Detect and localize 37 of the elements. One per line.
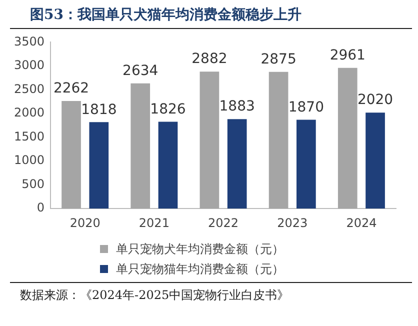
y-tick-label: 3500 [14, 34, 45, 48]
data-label: 2020 [357, 92, 394, 108]
data-label: 2961 [330, 47, 366, 64]
data-label: 2262 [53, 80, 90, 97]
data-label: 2634 [122, 63, 158, 80]
y-tick-label: 0 [36, 200, 45, 215]
bar [296, 120, 316, 209]
data-label: 2882 [192, 51, 228, 68]
data-label: 1870 [288, 99, 324, 116]
bar [62, 101, 81, 209]
bar [158, 122, 178, 209]
bar [130, 83, 150, 209]
y-tick-label: 1000 [14, 153, 45, 168]
y-tick-label: 1500 [14, 129, 45, 144]
legend-label: 单只宠物犬年均消费金额（元） [115, 240, 285, 258]
x-tick-label: 2022 [208, 216, 239, 230]
bar [366, 112, 385, 209]
y-tick-label: 2000 [14, 106, 45, 120]
legend-label: 单只宠物猫年均消费金额（元） [115, 260, 285, 278]
bar [227, 119, 247, 209]
x-tick-label: 2023 [277, 216, 308, 230]
source-note: 数据来源：《2024年-2025中国宠物行业白皮书》 [20, 287, 290, 304]
y-tick-label: 2500 [14, 82, 45, 96]
bar [268, 72, 288, 209]
chart-title: 图53：我国单只犬猫年均消费金额稳步上升 [10, 0, 412, 29]
bar [200, 72, 220, 209]
data-label: 1883 [219, 98, 255, 115]
x-tick-label: 2024 [346, 216, 377, 230]
bar [89, 122, 109, 209]
data-label: 1826 [150, 101, 186, 118]
data-label: 1818 [81, 102, 117, 118]
y-tick-label: 500 [22, 176, 45, 191]
data-label: 2875 [260, 52, 296, 68]
y-tick-label: 3000 [14, 58, 45, 72]
bar [338, 68, 358, 209]
x-tick-label: 2020 [70, 216, 100, 230]
x-tick-label: 2021 [138, 216, 170, 230]
